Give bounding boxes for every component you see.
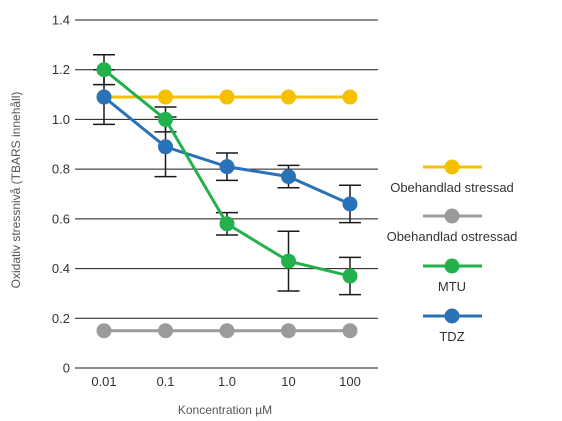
data-point: [342, 268, 358, 284]
data-point: [219, 89, 235, 105]
legend-item: MTU: [423, 258, 482, 294]
legend-item: Obehandlad stressad: [390, 159, 514, 195]
y-axis-title: Oxidativ stressnivå (TBARS innehåll): [9, 92, 23, 289]
y-tick-label: 1.0: [52, 112, 70, 127]
legend-label: TDZ: [439, 329, 464, 344]
x-tick-label: 0.1: [156, 374, 174, 389]
y-tick-labels: 0 0.2 0.4 0.6 0.8 1.0 1.2 1.4: [52, 13, 70, 376]
data-point: [281, 89, 296, 105]
legend-item: TDZ: [423, 308, 482, 344]
y-tick-label: 1.4: [52, 13, 70, 28]
x-tick-label: 100: [339, 374, 361, 389]
data-point: [158, 323, 173, 339]
series-obehandlad-ostressad: [96, 323, 358, 339]
data-point: [342, 323, 358, 339]
data-point: [342, 196, 358, 212]
legend-swatch-marker: [444, 308, 460, 324]
data-point: [219, 216, 235, 232]
data-point: [96, 89, 112, 105]
y-tick-label: 0.8: [52, 162, 70, 177]
y-tick-label: 0: [63, 361, 70, 376]
y-tick-label: 0.2: [52, 311, 70, 326]
data-point: [96, 323, 112, 339]
data-point: [342, 89, 358, 105]
y-tick-label: 0.4: [52, 261, 70, 276]
data-point: [281, 323, 296, 339]
y-tick-label: 1.2: [52, 62, 70, 77]
data-point: [158, 139, 173, 155]
legend-label: Obehandlad ostressad: [387, 229, 518, 244]
data-point: [219, 323, 235, 339]
gridlines: [75, 19, 378, 369]
legend: Obehandlad stressad Obehandlad ostressad M…: [387, 159, 518, 344]
x-tick-label: 0.01: [91, 374, 116, 389]
series-line: [103, 95, 351, 206]
x-tick-label: 1.0: [218, 374, 236, 389]
data-point: [158, 89, 173, 105]
data-point: [96, 62, 112, 78]
x-axis-title: Koncentration µM: [178, 403, 272, 417]
x-tick-labels: 0.01 0.1 1.0 10 100: [91, 374, 361, 389]
data-point: [219, 159, 235, 175]
legend-swatch-marker: [444, 159, 460, 175]
series-layer: [93, 54, 361, 339]
legend-item: Obehandlad ostressad: [387, 208, 518, 244]
legend-swatch-marker: [444, 208, 460, 224]
x-tick-label: 10: [281, 374, 295, 389]
data-point: [281, 253, 296, 269]
legend-label: MTU: [438, 279, 466, 294]
legend-swatch-marker: [444, 258, 460, 274]
series-mtu: [93, 54, 361, 296]
data-point: [281, 169, 296, 185]
data-point: [158, 111, 173, 127]
legend-label: Obehandlad stressad: [390, 180, 514, 195]
y-tick-label: 0.6: [52, 211, 70, 226]
